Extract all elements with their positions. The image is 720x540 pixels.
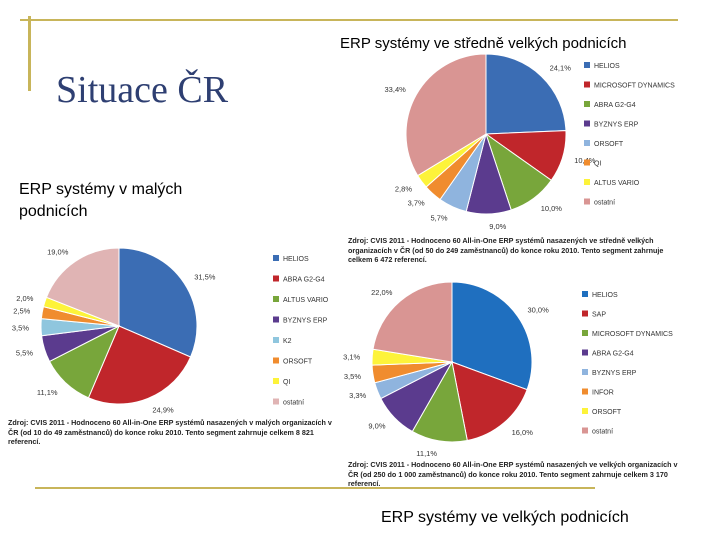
chart-panel-large: 30,0% 16,0% 11,1% 9,0% 3,3% 3,5% 3,1% 22,0% HELI… xyxy=(336,278,682,500)
legend-label-large-1: SAP xyxy=(592,312,606,319)
legend-label-medium-2: ABRA G2-G4 xyxy=(594,102,636,109)
chart-panel-small: 31,5% 24,9% 11,1% 5,5% 3,5% 2,5% 2,0% 19,0% HELI… xyxy=(6,242,336,460)
caption-small-line1: ERP systémy v malých xyxy=(19,180,182,200)
chart-panel-medium: 24,1%10,4%10,0%9,0%5,7%3,7%2,8%33,4%HELI… xyxy=(336,52,682,274)
legend-swatch-small-1 xyxy=(273,276,279,282)
data-label-medium-0: 24,1% xyxy=(550,64,572,73)
legend-swatch-large-7 xyxy=(582,428,588,434)
legend-swatch-large-4 xyxy=(582,369,588,375)
data-label-medium-4: 5,7% xyxy=(430,214,447,223)
legend-swatch-large-2 xyxy=(582,330,588,336)
legend-label-large-5: INFOR xyxy=(592,390,614,397)
legend-swatch-medium-6 xyxy=(584,179,590,185)
data-label-small-2: 11,1% xyxy=(37,388,58,397)
legend-label-small-1: ABRA G2-G4 xyxy=(283,277,325,284)
legend-swatch-large-6 xyxy=(582,408,588,414)
data-label-large-6: 3,1% xyxy=(343,352,360,361)
legend-swatch-small-4 xyxy=(273,337,279,343)
legend-label-large-6: ORSOFT xyxy=(592,409,622,416)
caption-medium: ERP systémy ve středně velkých podnicích xyxy=(340,34,627,54)
data-label-large-5: 3,5% xyxy=(344,372,361,381)
data-label-large-0: 30,0% xyxy=(528,305,550,314)
legend-swatch-small-3 xyxy=(273,317,279,323)
caption-small-line2: podnicích xyxy=(19,202,88,222)
legend-label-small-3: BYZNYS ERP xyxy=(283,318,328,325)
legend-swatch-medium-7 xyxy=(584,199,590,205)
decorative-left-line xyxy=(28,16,31,91)
legend-label-medium-0: HELIOS xyxy=(594,63,620,70)
legend-label-large-4: BYZNYS ERP xyxy=(592,370,637,377)
legend-swatch-large-0 xyxy=(582,291,588,297)
legend-swatch-large-1 xyxy=(582,311,588,317)
legend-label-medium-6: ALTUS VARIO xyxy=(594,180,640,187)
legend-label-small-7: ostatní xyxy=(283,400,304,407)
legend-swatch-small-5 xyxy=(273,358,279,364)
legend-label-small-5: ORSOFT xyxy=(283,359,313,366)
data-label-small-6: 2,0% xyxy=(16,294,33,303)
legend-label-medium-5: QI xyxy=(594,161,601,168)
data-label-large-1: 16,0% xyxy=(512,428,534,437)
data-label-large-7: 22,0% xyxy=(371,288,393,297)
data-label-small-5: 2,5% xyxy=(13,307,30,316)
data-label-small-7: 19,0% xyxy=(47,248,69,257)
data-label-medium-2: 10,0% xyxy=(541,204,563,213)
pie-chart-large: 30,0% 16,0% 11,1% 9,0% 3,3% 3,5% 3,1% 22,0% HELI… xyxy=(336,278,682,458)
pie-chart-small: 31,5% 24,9% 11,1% 5,5% 3,5% 2,5% 2,0% 19,0% HELI… xyxy=(6,242,336,420)
legend-swatch-small-6 xyxy=(273,378,279,384)
legend-label-medium-7: ostatní xyxy=(594,200,615,207)
legend-swatch-large-5 xyxy=(582,389,588,395)
legend-label-large-2: MICROSOFT DYNAMICS xyxy=(592,331,673,338)
source-note-small: Zdroj: CVIS 2011 - Hodnoceno 60 All-in-O… xyxy=(8,418,333,447)
legend-swatch-medium-3 xyxy=(584,121,590,127)
data-label-small-1: 24,9% xyxy=(152,406,174,415)
legend-swatch-small-2 xyxy=(273,296,279,302)
legend-label-small-6: QI xyxy=(283,379,290,386)
slide-title: Situace ČR xyxy=(56,68,228,112)
legend-label-medium-3: BYZNYS ERP xyxy=(594,122,639,129)
data-label-medium-5: 3,7% xyxy=(408,199,425,208)
legend-label-small-4: K2 xyxy=(283,338,292,345)
legend-label-large-0: HELIOS xyxy=(592,292,618,299)
legend-label-large-7: ostatní xyxy=(592,429,613,436)
legend-label-medium-4: ORSOFT xyxy=(594,141,624,148)
data-label-medium-7: 33,4% xyxy=(385,85,407,94)
legend-swatch-large-3 xyxy=(582,350,588,356)
caption-large: ERP systémy ve velkých podnicích xyxy=(381,508,629,528)
legend-label-large-3: ABRA G2-G4 xyxy=(592,351,634,358)
legend-swatch-small-7 xyxy=(273,399,279,405)
legend-swatch-medium-5 xyxy=(584,160,590,166)
data-label-small-4: 3,5% xyxy=(12,323,29,332)
data-label-medium-3: 9,0% xyxy=(489,222,506,231)
legend-label-small-2: ALTUS VARIO xyxy=(283,297,329,304)
legend-swatch-small-0 xyxy=(273,255,279,261)
data-label-large-2: 11,1% xyxy=(416,449,437,458)
data-label-medium-6: 2,8% xyxy=(395,185,412,194)
legend-swatch-medium-1 xyxy=(584,82,590,88)
data-label-small-0: 31,5% xyxy=(194,273,216,282)
legend-swatch-medium-2 xyxy=(584,101,590,107)
source-note-medium: Zdroj: CVIS 2011 - Hodnoceno 60 All-in-O… xyxy=(348,236,680,265)
data-label-small-3: 5,5% xyxy=(16,349,33,358)
decorative-top-line xyxy=(20,19,678,21)
legend-label-small-0: HELIOS xyxy=(283,256,309,263)
legend-label-medium-1: MICROSOFT DYNAMICS xyxy=(594,83,675,90)
data-label-large-4: 3,3% xyxy=(349,391,366,400)
data-label-large-3: 9,0% xyxy=(368,422,385,431)
legend-swatch-medium-4 xyxy=(584,140,590,146)
decorative-bottom-line xyxy=(35,487,595,489)
legend-swatch-medium-0 xyxy=(584,62,590,68)
source-note-large: Zdroj: CVIS 2011 - Hodnoceno 60 All-in-O… xyxy=(348,460,680,489)
